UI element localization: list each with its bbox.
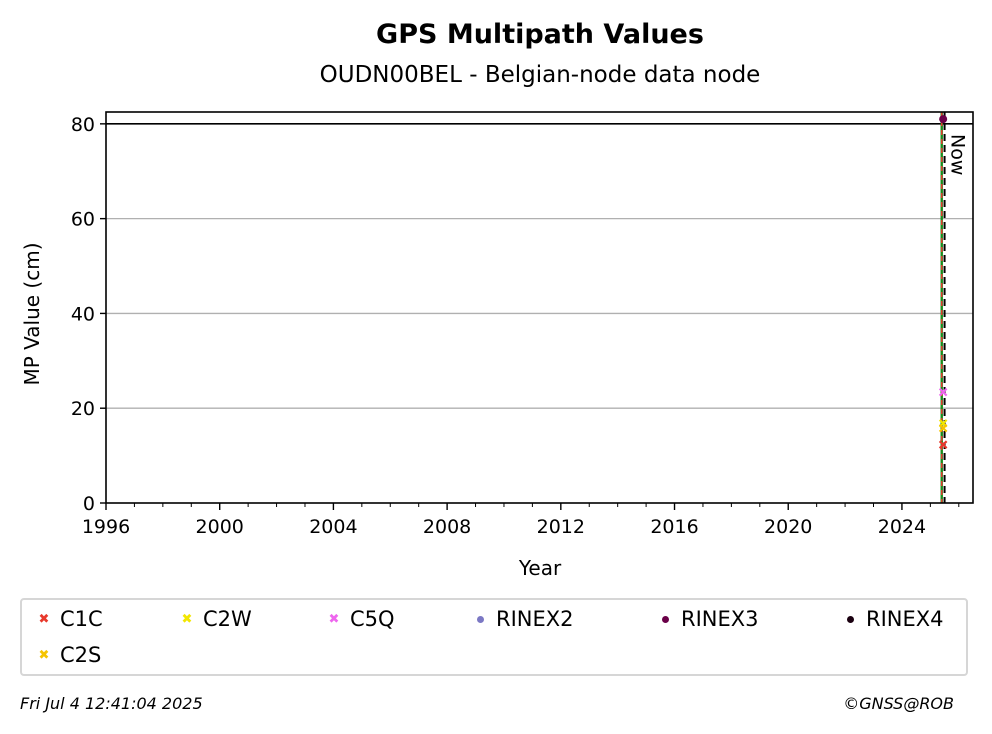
x-axis-ticks: 1996 2000 2004 2008 2012 2016 2020 2024 <box>82 503 960 538</box>
point-c2s <box>938 423 948 433</box>
footer-credit: ©GNSS@ROB <box>843 694 954 713</box>
legend-item-c2w: ✖ C2W <box>177 605 252 633</box>
chart-title: GPS Multipath Values <box>376 19 704 50</box>
legend-marker: ✖ <box>38 648 50 663</box>
y-tick-label: 0 <box>83 493 95 515</box>
legend-marker: ✖ <box>38 612 50 627</box>
now-label: Now <box>947 134 969 175</box>
x-tick-label: 2004 <box>309 516 357 538</box>
legend-marker <box>655 606 675 634</box>
x-tick-label: 2016 <box>650 516 698 538</box>
legend-item-c5q: ✖ C5Q <box>324 605 395 633</box>
legend-label: RINEX2 <box>496 607 574 631</box>
x-tick-label: 2008 <box>423 516 471 538</box>
legend-item-rinex3: RINEX3 <box>655 605 759 633</box>
x-tick-label: 2024 <box>878 516 926 538</box>
x-tick-label: 2000 <box>196 516 244 538</box>
legend-label: C5Q <box>350 607 395 631</box>
point-c5q <box>938 387 948 397</box>
legend-label: C2W <box>203 607 252 631</box>
legend-marker <box>470 606 490 634</box>
y-tick-label: 20 <box>71 398 95 420</box>
x-tick-label: 2012 <box>537 516 585 538</box>
y-axis-label: MP Value (cm) <box>20 242 44 385</box>
legend-item-rinex4: RINEX4 <box>840 605 944 633</box>
legend-label: C1C <box>60 607 103 631</box>
y-gridlines <box>106 123 973 409</box>
multipath-chart: GPS Multipath Values OUDN00BEL - Belgian… <box>20 19 974 580</box>
legend-item-c2s: ✖ C2S <box>34 641 102 669</box>
legend-item-rinex2: RINEX2 <box>470 605 574 633</box>
legend: ✖ C1C ✖ C2W ✖ C5Q RINEX2 RINEX3 RINEX4 ✖ C2S <box>20 598 968 676</box>
point-rinex3 <box>939 115 948 124</box>
legend-label: RINEX3 <box>681 607 759 631</box>
y-tick-label: 40 <box>71 303 95 325</box>
y-tick-label: 80 <box>71 114 95 136</box>
footer-timestamp: Fri Jul 4 12:41:04 2025 <box>20 694 203 713</box>
y-tick-label: 60 <box>71 209 95 231</box>
plot-frame <box>105 111 974 504</box>
legend-item-c1c: ✖ C1C <box>34 605 103 633</box>
x-tick-label: 1996 <box>82 516 130 538</box>
x-tick-label: 2020 <box>764 516 812 538</box>
x-axis-label: Year <box>518 556 562 580</box>
legend-label: C2S <box>60 643 102 667</box>
point-c1c <box>938 440 948 449</box>
y-axis-ticks: 0 20 40 60 80 <box>71 114 106 515</box>
chart-subtitle: OUDN00BEL - Belgian-node data node <box>320 62 761 88</box>
legend-label: RINEX4 <box>866 607 944 631</box>
legend-marker <box>840 606 860 634</box>
legend-marker: ✖ <box>328 612 340 627</box>
data-marks <box>938 112 948 503</box>
legend-marker: ✖ <box>181 612 193 627</box>
